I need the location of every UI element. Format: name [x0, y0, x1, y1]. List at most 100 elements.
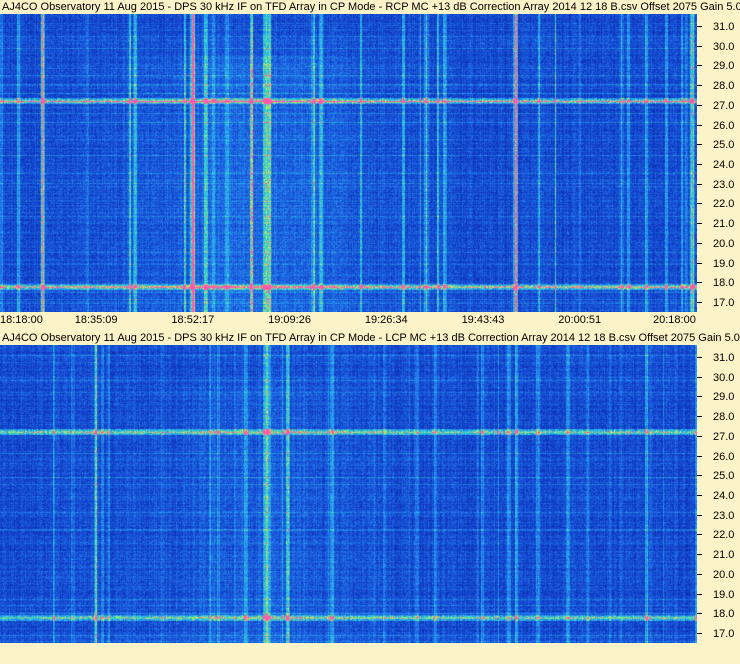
y-tick-label: 25.0	[697, 138, 740, 152]
y-tick-mark	[697, 455, 702, 457]
y-tick-label: 28.0	[697, 79, 740, 93]
y-tick-label: 31.0	[697, 20, 740, 34]
y-tick-label: 26.0	[697, 119, 740, 133]
y-tick-label: 30.0	[697, 40, 740, 54]
y-tick-text: 31.0	[713, 20, 735, 33]
x-tick-label: 18:35:09	[74, 314, 118, 326]
y-tick-label: 29.0	[697, 390, 740, 404]
y-tick-label: 27.0	[697, 99, 740, 113]
rcp-spectrogram-canvas	[0, 14, 697, 312]
rcp-panel-title: AJ4CO Observatory 11 Aug 2015 - DPS 30 k…	[2, 1, 740, 13]
y-tick-mark	[697, 613, 702, 615]
y-tick-label: 18.0	[697, 607, 740, 621]
y-tick-mark	[697, 85, 702, 87]
y-tick-mark	[697, 356, 702, 358]
y-tick-text: 30.0	[713, 371, 735, 384]
y-tick-text: 26.0	[713, 450, 735, 463]
y-tick-text: 29.0	[713, 391, 735, 404]
y-tick-mark	[697, 396, 702, 398]
y-tick-mark	[697, 242, 702, 244]
y-tick-mark	[697, 494, 702, 496]
y-tick-mark	[697, 163, 702, 165]
y-tick-text: 28.0	[713, 411, 735, 424]
y-tick-text: 24.0	[713, 489, 735, 502]
y-tick-label: 21.0	[697, 548, 740, 562]
y-tick-mark	[697, 45, 702, 47]
y-tick-mark	[697, 554, 702, 556]
x-tick-label: 20:18:00	[653, 314, 696, 326]
rcp-spectrogram	[0, 14, 697, 312]
y-tick-label: 20.0	[697, 568, 740, 582]
y-tick-label: 24.0	[697, 158, 740, 172]
y-tick-mark	[697, 262, 702, 264]
x-tick-label: 19:26:34	[364, 314, 408, 326]
y-tick-label: 31.0	[697, 351, 740, 365]
y-tick-label: 23.0	[697, 509, 740, 523]
y-tick-text: 31.0	[713, 351, 735, 364]
y-tick-mark	[697, 65, 702, 67]
lcp-frequency-axis: 31.0 30.0 29.0 28.0 27.0 26.0 25.0 24.0 23.0 22.0…	[697, 345, 740, 643]
y-tick-label: 25.0	[697, 469, 740, 483]
lcp-panel-title: AJ4CO Observatory 11 Aug 2015 - DPS 30 k…	[2, 332, 740, 344]
y-tick-label: 17.0	[697, 296, 740, 310]
y-tick-text: 28.0	[713, 80, 735, 93]
y-tick-label: 27.0	[697, 430, 740, 444]
y-tick-mark	[697, 124, 702, 126]
y-tick-text: 17.0	[713, 628, 735, 641]
y-tick-mark	[697, 144, 702, 146]
y-tick-mark	[697, 514, 702, 516]
y-tick-text: 22.0	[713, 198, 735, 211]
y-tick-label: 19.0	[697, 588, 740, 602]
y-tick-mark	[697, 223, 702, 225]
y-tick-label: 17.0	[697, 627, 740, 641]
y-tick-text: 21.0	[713, 549, 735, 562]
y-tick-text: 29.0	[713, 60, 735, 73]
x-tick-label: 18:18:00	[0, 314, 43, 326]
x-tick-label: 20:00:51	[558, 314, 602, 326]
y-tick-mark	[697, 302, 702, 304]
y-tick-text: 21.0	[713, 218, 735, 231]
y-tick-text: 27.0	[713, 99, 735, 112]
y-tick-mark	[697, 104, 702, 106]
y-tick-label: 20.0	[697, 237, 740, 251]
y-tick-text: 18.0	[713, 608, 735, 621]
y-tick-label: 19.0	[697, 257, 740, 271]
y-tick-label: 23.0	[697, 178, 740, 192]
y-tick-label: 28.0	[697, 410, 740, 424]
y-tick-label: 26.0	[697, 450, 740, 464]
y-tick-text: 19.0	[713, 257, 735, 270]
y-tick-text: 30.0	[713, 40, 735, 53]
x-tick-label: 19:43:43	[461, 314, 505, 326]
y-tick-label: 18.0	[697, 276, 740, 290]
lcp-spectrogram-canvas	[0, 345, 697, 643]
y-tick-text: 20.0	[713, 568, 735, 581]
y-tick-text: 20.0	[713, 237, 735, 250]
lcp-spectrogram	[0, 345, 697, 643]
y-tick-mark	[697, 416, 702, 418]
y-tick-label: 21.0	[697, 217, 740, 231]
x-tick-label: 19:09:26	[268, 314, 311, 326]
y-tick-mark	[697, 25, 702, 27]
x-tick-label: 18:52:17	[171, 314, 215, 326]
y-tick-mark	[697, 183, 702, 185]
y-tick-mark	[697, 593, 702, 595]
y-tick-text: 18.0	[713, 277, 735, 290]
y-tick-label: 22.0	[697, 197, 740, 211]
time-axis: 18:18:00 18:35:09 18:52:17 19:09:26 19:26:34…	[0, 312, 740, 328]
y-tick-text: 26.0	[713, 119, 735, 132]
y-tick-label: 24.0	[697, 489, 740, 503]
y-tick-text: 19.0	[713, 588, 735, 601]
y-tick-text: 25.0	[713, 139, 735, 152]
y-tick-mark	[697, 633, 702, 635]
rcp-frequency-axis: 31.0 30.0 29.0 28.0 27.0 26.0 25.0 24.0 23.0 22.0…	[697, 14, 740, 312]
y-tick-mark	[697, 573, 702, 575]
y-tick-mark	[697, 282, 702, 284]
y-tick-mark	[697, 475, 702, 477]
y-tick-label: 22.0	[697, 528, 740, 542]
y-tick-text: 24.0	[713, 158, 735, 171]
y-tick-mark	[697, 534, 702, 536]
y-tick-text: 23.0	[713, 178, 735, 191]
y-tick-mark	[697, 376, 702, 378]
y-tick-mark	[697, 203, 702, 205]
y-tick-label: 29.0	[697, 59, 740, 73]
